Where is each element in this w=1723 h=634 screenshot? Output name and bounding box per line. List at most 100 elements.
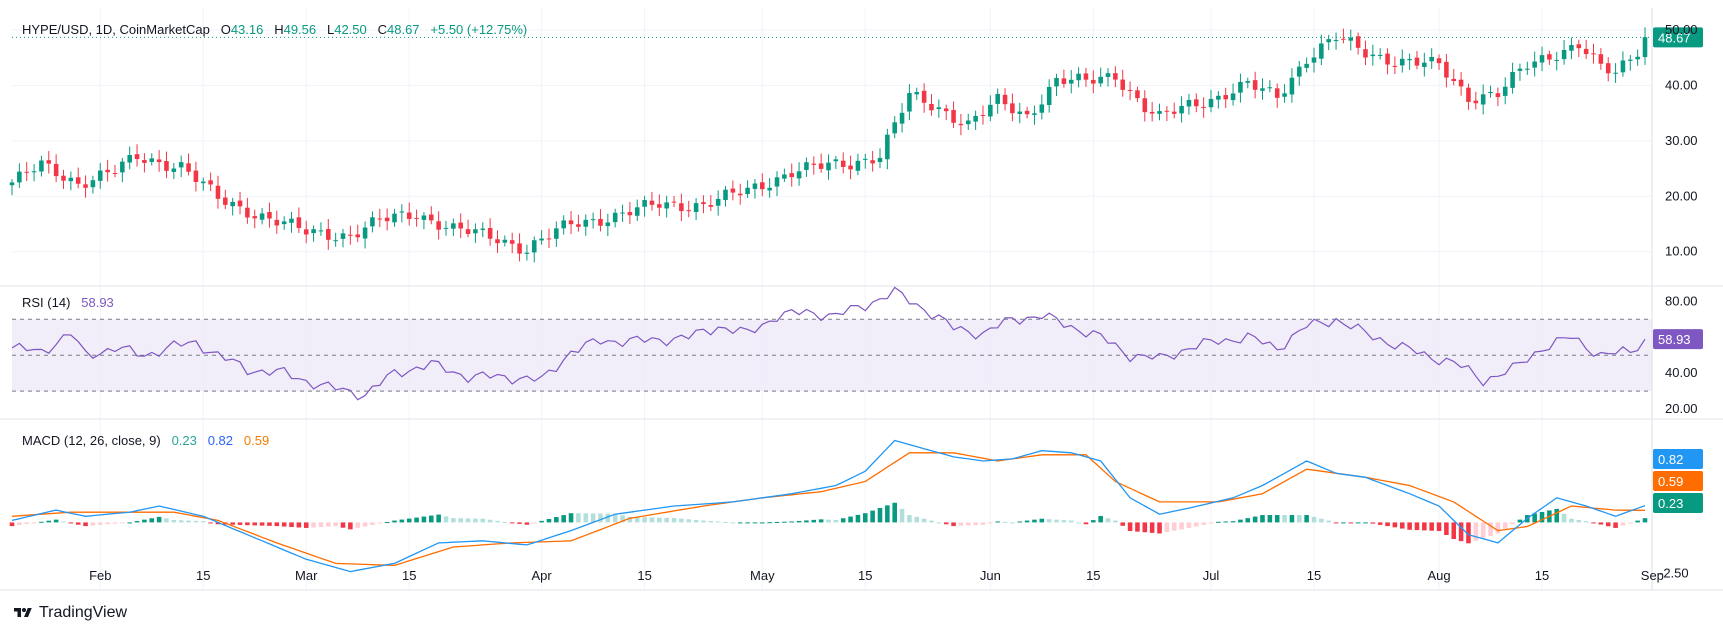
- candle: [370, 211, 375, 233]
- candle-body: [517, 243, 522, 254]
- x-tick-label: 15: [858, 568, 872, 583]
- macd-hist-bar: [348, 522, 353, 530]
- candle-body: [833, 159, 839, 162]
- candle: [973, 110, 978, 130]
- macd-hist-bar: [899, 508, 905, 523]
- symbol-label[interactable]: HYPE/USD, 1D, CoinMarketCap: [22, 22, 210, 37]
- macd-hist-bar: [303, 522, 309, 528]
- candle-body: [929, 103, 934, 111]
- candle: [1569, 37, 1574, 60]
- candle: [318, 222, 324, 236]
- macd-tick-label: -2.50: [1659, 566, 1689, 581]
- candle-body: [1635, 56, 1640, 60]
- candle: [90, 175, 96, 194]
- candle: [936, 99, 942, 118]
- candle: [1348, 29, 1354, 51]
- candle-body: [657, 204, 662, 208]
- candle-body: [281, 221, 287, 225]
- macd-hist-bar: [83, 522, 88, 527]
- macd-hist-bar: [399, 519, 405, 523]
- macd-hist-bar: [200, 521, 206, 523]
- candle: [1517, 63, 1523, 81]
- candle-body: [274, 219, 280, 226]
- candle: [208, 172, 213, 192]
- macd-hist-bar: [1576, 519, 1582, 523]
- candle: [421, 212, 427, 230]
- x-tick-label: 15: [1535, 568, 1549, 583]
- candle-body: [1429, 56, 1434, 62]
- candle: [760, 173, 765, 197]
- macd-hist-bar: [760, 522, 765, 524]
- candle-body: [348, 234, 353, 236]
- candle: [1267, 80, 1273, 93]
- candle: [274, 210, 280, 234]
- candle-body: [649, 200, 655, 205]
- candle-body: [259, 213, 265, 220]
- candle: [311, 225, 316, 242]
- candle: [1635, 49, 1640, 66]
- candle-body: [539, 238, 544, 241]
- candle: [83, 175, 88, 198]
- rsi-label[interactable]: RSI (14): [22, 295, 71, 310]
- macd-hist-bar: [907, 515, 912, 523]
- macd-hist-bar: [531, 522, 537, 524]
- macd-hist-bar: [1032, 519, 1037, 523]
- macd-hist-bar: [1260, 515, 1265, 523]
- macd-hist-bar: [1194, 522, 1199, 527]
- macd-hist-bar: [1539, 511, 1545, 523]
- candle-body: [737, 193, 743, 196]
- candle: [186, 153, 191, 176]
- candle-body: [237, 200, 243, 207]
- macd-hist-bar: [164, 518, 169, 523]
- candle: [1201, 97, 1206, 118]
- candle-body: [164, 161, 169, 171]
- candle: [1223, 87, 1228, 108]
- candle-body: [708, 205, 714, 207]
- candle: [921, 83, 927, 113]
- tradingview-brand[interactable]: TradingView: [12, 604, 127, 622]
- candle-body: [230, 201, 235, 207]
- macd-hist-bar: [1091, 520, 1096, 523]
- candle: [634, 199, 640, 222]
- candle-body: [1010, 103, 1015, 114]
- macd-hist-bar: [1407, 522, 1412, 530]
- macd-hist-bar: [46, 520, 52, 523]
- macd-hist-bar: [1208, 522, 1214, 524]
- candle: [17, 163, 22, 188]
- axes: 48.67 58.93 0.82 0.59 0.23: [0, 8, 1723, 591]
- candle-body: [1238, 81, 1243, 93]
- candle-body: [17, 171, 22, 183]
- candle: [590, 212, 596, 229]
- candle: [120, 157, 125, 183]
- candle: [303, 220, 309, 244]
- candle: [127, 146, 132, 170]
- candle-body: [1194, 99, 1199, 107]
- candle-body: [730, 188, 736, 193]
- candle-body: [951, 110, 956, 123]
- candle: [429, 206, 434, 225]
- macd-hist-bar: [281, 522, 287, 527]
- macd-hist-bar: [767, 522, 772, 524]
- candle-body: [1216, 95, 1221, 100]
- candle: [752, 179, 758, 199]
- candle-body: [1473, 100, 1479, 104]
- candle: [281, 216, 287, 230]
- candle: [1260, 78, 1265, 100]
- candle-body: [1304, 63, 1309, 68]
- candle: [1598, 48, 1604, 70]
- candle-body: [1488, 92, 1493, 94]
- candle: [980, 105, 986, 125]
- candle: [1076, 67, 1081, 88]
- candle-body: [642, 200, 647, 207]
- candle-body: [715, 198, 721, 206]
- macd-label[interactable]: MACD (12, 26, close, 9): [22, 433, 161, 448]
- macd-hist-bar: [686, 519, 692, 523]
- rsi-tick-label: 40.00: [1665, 365, 1698, 380]
- candle: [605, 213, 611, 237]
- macd-hist-bar: [1157, 522, 1162, 534]
- candle: [1319, 34, 1324, 66]
- candle: [1539, 46, 1545, 72]
- candle: [1392, 56, 1398, 75]
- candle: [804, 157, 809, 177]
